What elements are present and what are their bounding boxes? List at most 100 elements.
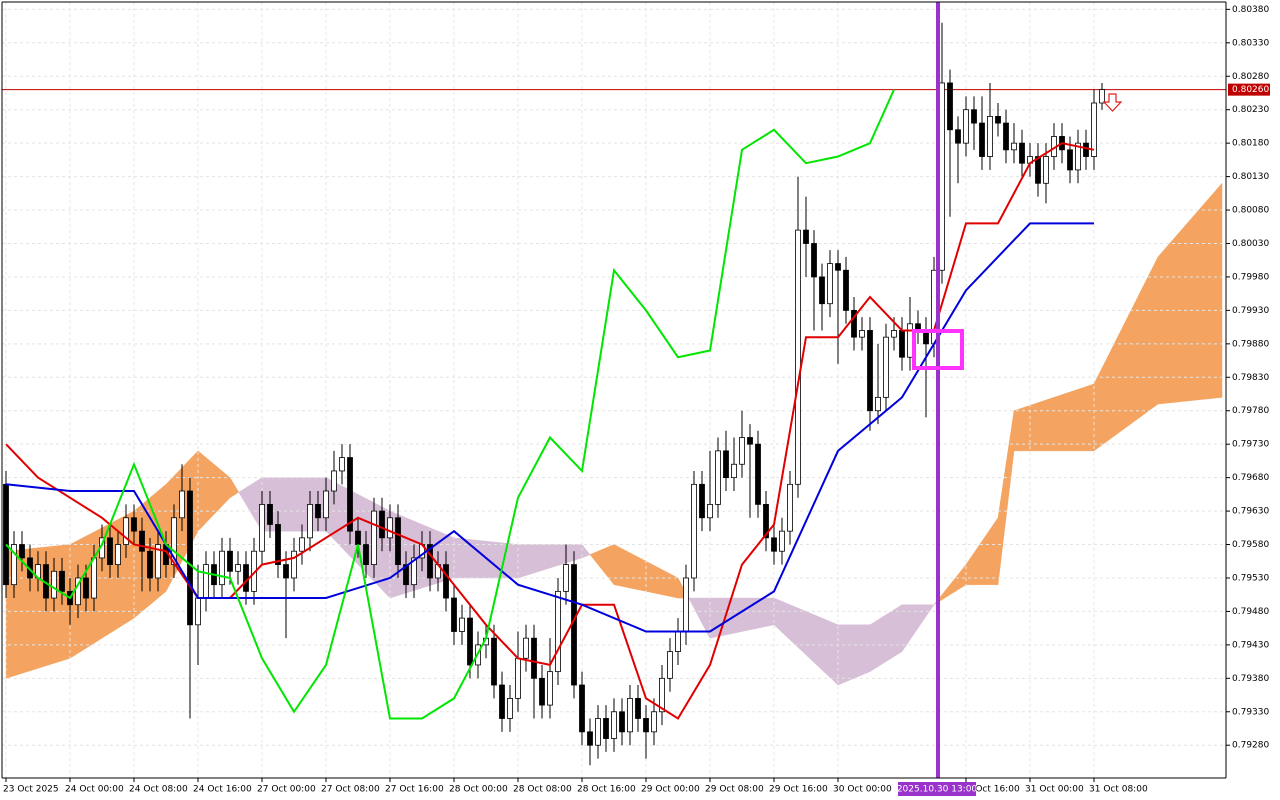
x-tick-label: 28 Oct 16:00 <box>577 785 636 795</box>
y-tick-label: 0.79480 <box>1232 607 1269 617</box>
x-tick-label: 23 Oct 2025 <box>3 785 59 795</box>
y-tick-label: 0.79530 <box>1232 573 1269 583</box>
candle-body <box>491 637 497 686</box>
candle-body <box>123 517 129 545</box>
candle-body <box>155 544 161 579</box>
candle-body <box>875 396 881 412</box>
candle-body <box>1075 142 1081 171</box>
price-label-box <box>1228 83 1270 96</box>
candle-body <box>139 530 145 552</box>
candle-body <box>963 109 969 144</box>
candle-body <box>635 697 641 719</box>
x-tick-label: 28 Oct 00:00 <box>449 785 508 795</box>
candle-body <box>795 229 801 485</box>
candle-body <box>427 544 433 579</box>
candle-body <box>507 697 513 719</box>
candle-body <box>75 577 81 606</box>
candle-body <box>811 243 817 278</box>
x-tick-label: 30 Oct 00:00 <box>833 785 892 795</box>
candle-body <box>699 483 705 519</box>
x-tick-label: 31 Oct 00:00 <box>1025 785 1084 795</box>
candle-body <box>1003 122 1009 151</box>
candle-body <box>91 557 97 599</box>
x-tick-label: 30 Oct 16:00 <box>961 785 1020 795</box>
y-tick-label: 0.79880 <box>1232 339 1269 349</box>
candle-body <box>643 718 649 733</box>
candle-body <box>203 564 209 599</box>
y-tick-label: 0.80180 <box>1232 139 1269 149</box>
candle-body <box>1043 156 1049 184</box>
candle-body <box>1067 149 1073 171</box>
y-tick-label: 0.79630 <box>1232 507 1269 517</box>
candle-body <box>851 309 857 338</box>
x-tick-label: 24 Oct 08:00 <box>129 785 188 795</box>
candle-body <box>715 450 721 505</box>
x-tick-label: 27 Oct 16:00 <box>385 785 444 795</box>
candle-body <box>563 564 569 592</box>
cloud-segment <box>229 476 240 499</box>
candle-body <box>355 530 361 545</box>
candle-body <box>451 597 457 632</box>
y-tick-label: 0.79380 <box>1232 674 1269 684</box>
sell-arrow <box>1102 93 1123 112</box>
x-tick-label: 24 Oct 16:00 <box>193 785 252 795</box>
candle-body <box>587 731 593 746</box>
x-tick-label: 27 Oct 08:00 <box>321 785 380 795</box>
y-tick-label: 0.79280 <box>1232 741 1269 751</box>
y-tick-label: 0.80230 <box>1232 105 1269 115</box>
candle-body <box>779 530 785 552</box>
y-tick-label: 0.79330 <box>1232 707 1269 717</box>
x-tick-label: 24 Oct 00:00 <box>65 785 124 795</box>
y-tick-label: 0.80030 <box>1232 239 1269 249</box>
y-tick-label: 0.79680 <box>1232 473 1269 483</box>
x-tick-label: 31 Oct 08:00 <box>1089 785 1148 795</box>
candle-body <box>995 115 1001 124</box>
candle-body <box>187 490 193 626</box>
y-tick-label: 0.79930 <box>1232 306 1269 316</box>
candle-body <box>843 269 849 311</box>
candle-body <box>683 577 689 632</box>
cloud-segment <box>901 604 935 653</box>
candle-body <box>459 617 465 632</box>
candle-body <box>219 550 225 586</box>
candle-body <box>747 437 753 445</box>
time-marker-box <box>898 782 976 796</box>
candle-body <box>147 550 153 579</box>
candle-body <box>1099 89 1105 104</box>
candle-body <box>443 564 449 599</box>
candle-body <box>899 330 905 358</box>
y-tick-label: 0.79730 <box>1232 440 1269 450</box>
cloud-segment <box>581 543 591 559</box>
candle-body <box>243 564 249 592</box>
candle-body <box>1035 156 1041 184</box>
candle-body <box>339 457 345 472</box>
candle-body <box>523 637 529 659</box>
x-tick-label: 27 Oct 00:00 <box>257 785 316 795</box>
candle-body <box>651 711 657 733</box>
candle-body <box>771 537 777 552</box>
candle-body <box>539 677 545 706</box>
candle-body <box>379 510 385 539</box>
y-tick-label: 0.79980 <box>1232 272 1269 282</box>
candle-body <box>11 544 17 586</box>
candle-body <box>907 323 913 358</box>
candle-body <box>579 684 585 733</box>
x-tick-label: 29 Oct 08:00 <box>705 785 764 795</box>
candle-body <box>307 503 313 539</box>
candle-body <box>787 483 793 532</box>
candle-body <box>675 631 681 652</box>
y-tick-label: 0.80380 <box>1232 5 1269 15</box>
candle-body <box>331 470 337 492</box>
candle-body <box>667 651 673 679</box>
candle-body <box>619 711 625 733</box>
marks-layer <box>2 2 1226 778</box>
candle-body <box>707 503 713 519</box>
highlight-box <box>912 329 964 370</box>
candle-body <box>987 115 993 157</box>
candle-body <box>83 577 89 599</box>
cloud-segment <box>1157 182 1223 405</box>
candle-body <box>115 544 121 565</box>
candle-body <box>387 517 393 539</box>
